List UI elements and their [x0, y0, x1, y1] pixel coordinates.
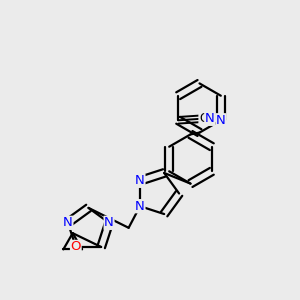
- Text: C: C: [199, 112, 207, 125]
- Text: N: N: [205, 112, 214, 125]
- Text: N: N: [135, 200, 145, 213]
- Text: O: O: [70, 241, 81, 254]
- Text: N: N: [104, 216, 114, 229]
- Text: N: N: [216, 114, 226, 127]
- Text: N: N: [135, 174, 145, 187]
- Text: N: N: [63, 216, 73, 229]
